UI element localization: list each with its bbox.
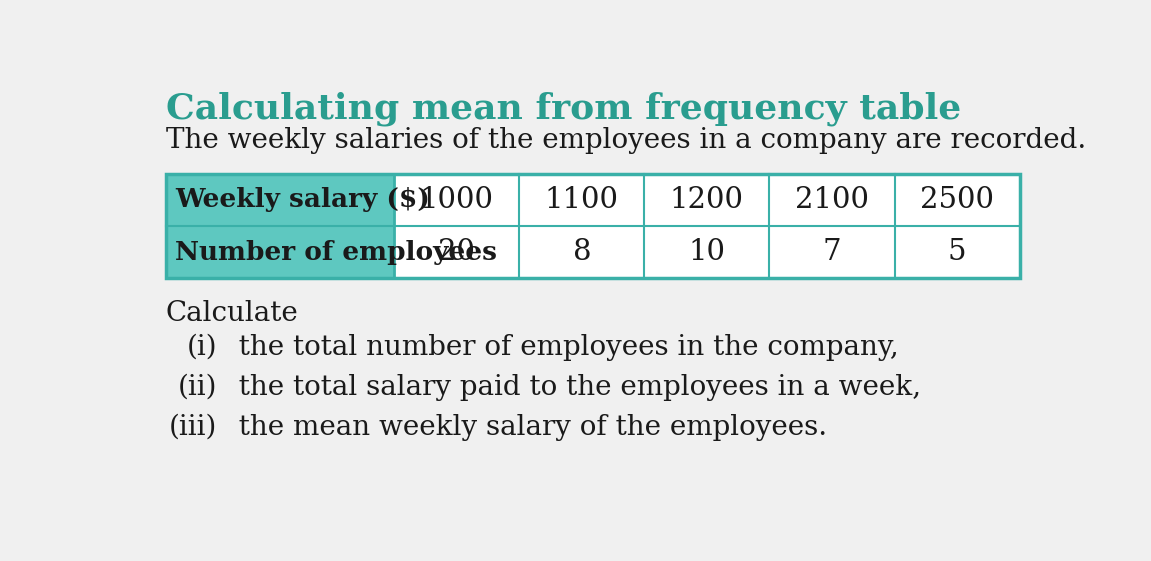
Bar bbox=[894, 226, 1020, 278]
Text: Weekly salary ($): Weekly salary ($) bbox=[175, 187, 429, 212]
Bar bbox=[645, 226, 770, 278]
Text: 8: 8 bbox=[572, 238, 592, 266]
Bar bbox=[394, 226, 519, 278]
Bar bbox=[394, 173, 519, 226]
Text: 10: 10 bbox=[688, 238, 725, 266]
Text: Calculating mean from frequency table: Calculating mean from frequency table bbox=[166, 92, 961, 126]
Bar bbox=[519, 173, 645, 226]
Text: 1000: 1000 bbox=[420, 186, 494, 214]
Bar bbox=[166, 173, 394, 226]
Bar bbox=[645, 173, 770, 226]
Text: Number of employees: Number of employees bbox=[175, 240, 497, 265]
Bar bbox=[770, 226, 894, 278]
Text: 20: 20 bbox=[439, 238, 475, 266]
Text: the total salary paid to the employees in a week,: the total salary paid to the employees i… bbox=[221, 374, 922, 401]
Text: (i): (i) bbox=[186, 334, 218, 361]
Bar bbox=[166, 226, 394, 278]
Text: (iii): (iii) bbox=[169, 414, 218, 441]
Text: 5: 5 bbox=[947, 238, 967, 266]
Text: 2100: 2100 bbox=[795, 186, 869, 214]
Text: 1100: 1100 bbox=[544, 186, 619, 214]
Text: the mean weekly salary of the employees.: the mean weekly salary of the employees. bbox=[221, 414, 828, 441]
Text: (ii): (ii) bbox=[178, 374, 218, 401]
Bar bbox=[519, 226, 645, 278]
Text: 7: 7 bbox=[823, 238, 841, 266]
Text: the total number of employees in the company,: the total number of employees in the com… bbox=[221, 334, 899, 361]
Text: Calculate: Calculate bbox=[166, 300, 298, 327]
Text: The weekly salaries of the employees in a company are recorded.: The weekly salaries of the employees in … bbox=[166, 127, 1085, 154]
Text: 1200: 1200 bbox=[670, 186, 744, 214]
Bar bbox=[166, 173, 1020, 278]
Bar bbox=[894, 173, 1020, 226]
Text: 2500: 2500 bbox=[920, 186, 994, 214]
Bar bbox=[770, 173, 894, 226]
